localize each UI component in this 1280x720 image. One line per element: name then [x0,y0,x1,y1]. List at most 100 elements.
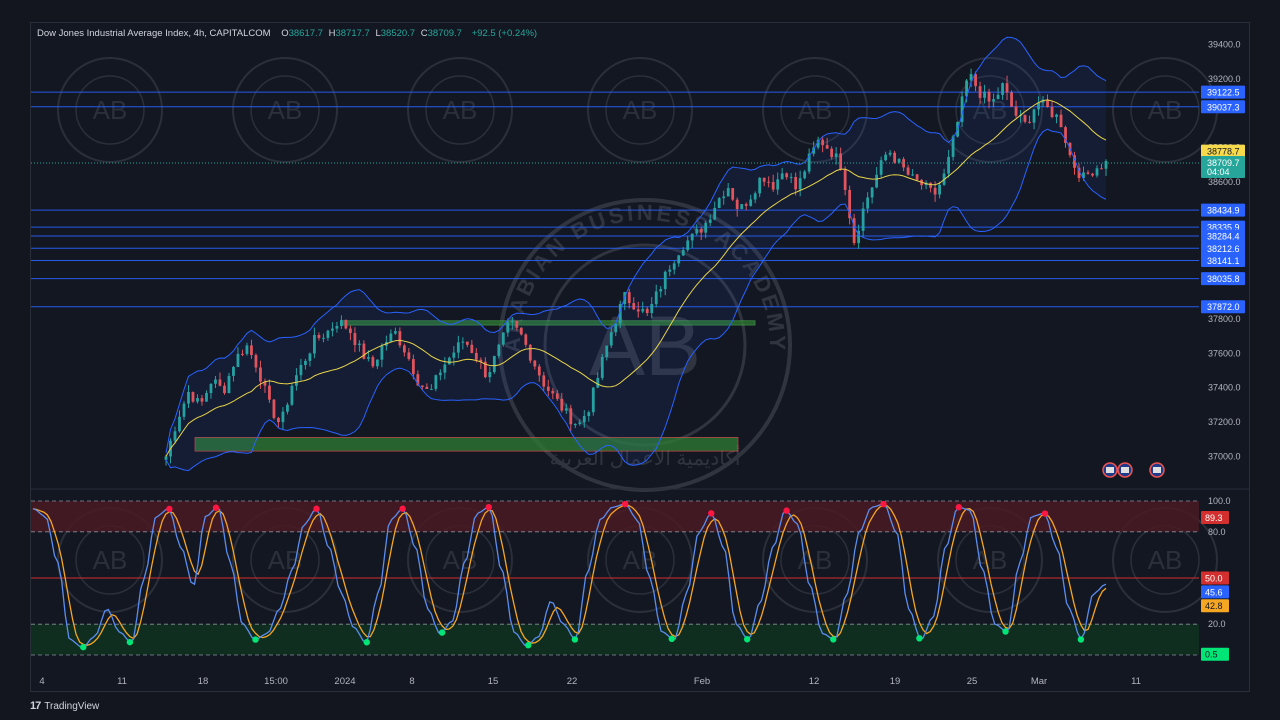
candle-body[interactable] [241,353,244,355]
candle-body[interactable] [915,174,919,180]
candle-body[interactable] [911,174,915,176]
candle-body[interactable] [357,343,361,346]
buy-signal-dot[interactable] [126,638,134,646]
candle-body[interactable] [663,271,667,290]
candle-body[interactable] [987,91,991,102]
candle-body[interactable] [1037,102,1040,110]
candle-body[interactable] [402,345,406,353]
buy-signal-dot[interactable] [668,635,675,643]
candle-body[interactable] [681,250,685,256]
candle-body[interactable] [1100,168,1103,170]
candle-body[interactable] [268,385,271,400]
candle-body[interactable] [286,404,289,412]
candle-body[interactable] [254,355,258,368]
candle-body[interactable] [295,375,298,386]
sell-signal-dot[interactable] [1041,510,1049,517]
candle-body[interactable] [1005,83,1009,93]
buy-signal-dot[interactable] [830,636,837,643]
candle-body[interactable] [317,334,321,338]
candle-body[interactable] [659,289,663,292]
candle-body[interactable] [497,344,501,356]
candle-body[interactable] [438,372,442,376]
candle-body[interactable] [200,398,204,402]
candle-body[interactable] [600,357,604,378]
candle-body[interactable] [582,416,586,423]
candle-body[interactable] [578,422,582,425]
candle-body[interactable] [888,152,892,155]
candle-body[interactable] [767,181,771,183]
sell-signal-dot[interactable] [485,503,492,511]
candle-body[interactable] [870,187,874,198]
candle-body[interactable] [627,292,631,304]
candle-body[interactable] [528,344,532,361]
candle-body[interactable] [753,193,757,200]
candle-body[interactable] [1010,92,1013,107]
candle-body[interactable] [546,386,550,391]
candle-body[interactable] [605,345,609,358]
candle-body[interactable] [992,99,995,102]
candle-body[interactable] [461,341,465,343]
candle-body[interactable] [420,385,424,387]
sell-signal-dot[interactable] [708,510,715,517]
candle-body[interactable] [1086,172,1090,174]
candle-body[interactable] [560,398,564,411]
candle-body[interactable] [735,199,739,209]
candle-body[interactable] [313,334,316,354]
tradingview-logo-icon[interactable]: 17 [30,700,41,712]
candle-body[interactable] [695,229,699,234]
candle-body[interactable] [407,352,411,360]
candle-body[interactable] [470,344,474,353]
candle-body[interactable] [686,240,690,251]
candle-body[interactable] [569,408,573,425]
candle-body[interactable] [978,86,982,98]
candle-body[interactable] [1032,109,1036,123]
buy-signal-dot[interactable] [1002,628,1009,635]
candle-body[interactable] [780,173,784,180]
candle-body[interactable] [1059,114,1063,128]
candle-body[interactable] [304,360,307,365]
candle-body[interactable] [974,74,977,87]
candle-body[interactable] [690,233,694,241]
candle-body[interactable] [353,333,357,346]
candle-body[interactable] [290,385,294,405]
candle-body[interactable] [1046,99,1049,107]
candle-body[interactable] [564,408,568,411]
candle-body[interactable] [465,341,469,345]
candle-body[interactable] [533,360,537,367]
candle-body[interactable] [1055,114,1058,117]
buy-signal-dot[interactable] [252,636,259,643]
candle-body[interactable] [250,345,253,356]
candle-body[interactable] [416,374,420,386]
price-pane[interactable] [31,36,1199,478]
candle-body[interactable] [1014,106,1018,116]
candle-body[interactable] [474,352,478,360]
oscillator-pane[interactable] [31,500,1199,656]
chart-panel[interactable] [30,22,1250,692]
candle-body[interactable] [758,177,762,194]
candle-body[interactable] [519,327,523,335]
candle-body[interactable] [861,208,865,231]
candle-body[interactable] [789,176,793,178]
candle-body[interactable] [636,309,640,312]
event-flag-icon[interactable] [1149,462,1165,478]
candle-body[interactable] [609,332,613,346]
candle-body[interactable] [277,417,280,423]
bollinger-basis-line[interactable] [165,99,1107,457]
candle-body[interactable] [218,379,222,386]
candle-body[interactable] [938,184,941,195]
candle-body[interactable] [542,375,546,387]
candle-body[interactable] [839,153,843,170]
buy-signal-dot[interactable] [363,639,370,646]
candle-body[interactable] [699,229,703,233]
buy-signal-dot[interactable] [916,635,923,642]
candle-body[interactable] [704,222,708,233]
candle-body[interactable] [429,388,433,390]
candle-body[interactable] [897,159,901,163]
candle-body[interactable] [510,321,514,323]
oscillator-k-line[interactable] [32,503,1107,648]
candle-body[interactable] [187,392,190,404]
candle-body[interactable] [596,377,600,388]
flag-stripes[interactable] [1106,467,1114,473]
candle-body[interactable] [857,230,861,244]
candle-body[interactable] [371,357,375,367]
